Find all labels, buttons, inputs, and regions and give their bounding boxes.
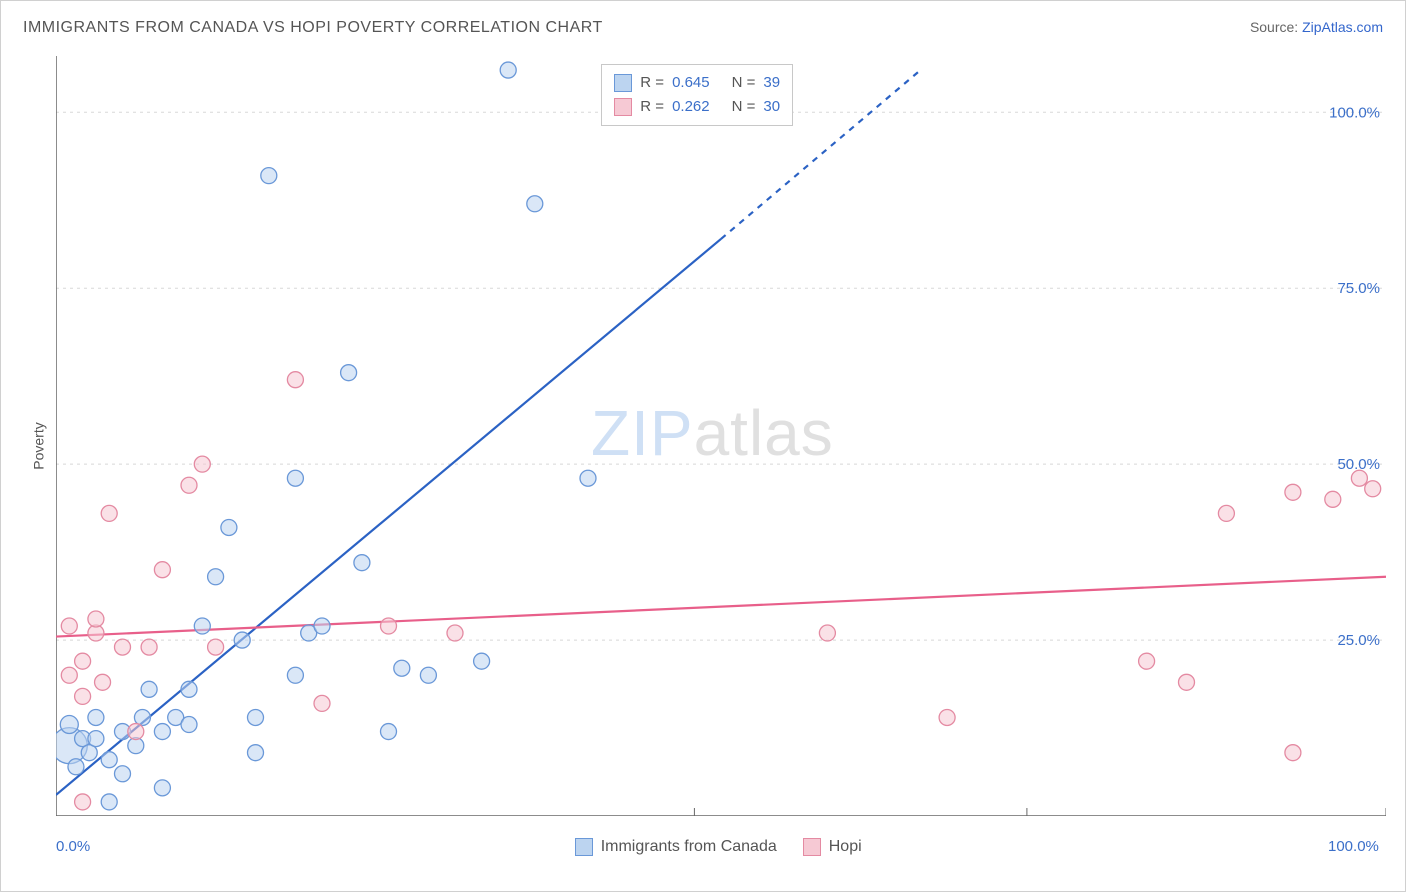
data-point xyxy=(580,470,596,486)
scatter-plot: 25.0%50.0%75.0%100.0% xyxy=(56,56,1386,816)
data-point xyxy=(154,724,170,740)
data-point xyxy=(101,752,117,768)
legend-label: Hopi xyxy=(829,838,862,856)
data-point xyxy=(101,794,117,810)
data-point xyxy=(314,695,330,711)
data-point xyxy=(287,667,303,683)
data-point xyxy=(75,653,91,669)
data-point xyxy=(154,780,170,796)
data-point xyxy=(234,632,250,648)
data-point xyxy=(208,569,224,585)
data-point xyxy=(194,456,210,472)
legend-swatch xyxy=(614,74,632,92)
svg-text:100.0%: 100.0% xyxy=(1329,104,1380,121)
chart-title: IMMIGRANTS FROM CANADA VS HOPI POVERTY C… xyxy=(23,19,603,37)
legend-row: R =0.262N =30 xyxy=(614,95,780,119)
svg-text:75.0%: 75.0% xyxy=(1337,280,1380,297)
data-point xyxy=(75,794,91,810)
data-point xyxy=(181,717,197,733)
data-point xyxy=(75,688,91,704)
legend-item: Immigrants from Canada xyxy=(575,838,777,856)
data-point xyxy=(394,660,410,676)
data-point xyxy=(88,731,104,747)
data-point xyxy=(68,759,84,775)
data-point xyxy=(101,505,117,521)
legend-row: R =0.645N =39 xyxy=(614,71,780,95)
data-point xyxy=(819,625,835,641)
data-point xyxy=(194,618,210,634)
data-point xyxy=(500,62,516,78)
series-legend: Immigrants from Canada Hopi xyxy=(575,838,862,856)
data-point xyxy=(1285,484,1301,500)
data-point xyxy=(354,555,370,571)
chart-container: IMMIGRANTS FROM CANADA VS HOPI POVERTY C… xyxy=(0,0,1406,892)
x-axis-min-label: 0.0% xyxy=(56,838,90,855)
data-point xyxy=(420,667,436,683)
data-point xyxy=(248,709,264,725)
data-point xyxy=(1285,745,1301,761)
data-point xyxy=(261,168,277,184)
source-label: Source: ZipAtlas.com xyxy=(1250,19,1383,35)
data-point xyxy=(154,562,170,578)
y-axis-label: Poverty xyxy=(31,422,47,469)
correlation-legend: R =0.645N =39R =0.262N =30 xyxy=(601,64,793,126)
data-point xyxy=(527,196,543,212)
data-point xyxy=(141,681,157,697)
data-point xyxy=(314,618,330,634)
data-point xyxy=(1218,505,1234,521)
data-point xyxy=(1365,481,1381,497)
legend-label: Immigrants from Canada xyxy=(601,838,777,856)
data-point xyxy=(1325,491,1341,507)
data-point xyxy=(447,625,463,641)
source-link[interactable]: ZipAtlas.com xyxy=(1302,19,1383,35)
data-point xyxy=(181,681,197,697)
data-point xyxy=(939,709,955,725)
legend-item: Hopi xyxy=(803,838,862,856)
legend-swatch xyxy=(803,838,821,856)
data-point xyxy=(128,724,144,740)
data-point xyxy=(474,653,490,669)
data-point xyxy=(88,611,104,627)
data-point xyxy=(287,470,303,486)
data-point xyxy=(1139,653,1155,669)
svg-text:25.0%: 25.0% xyxy=(1337,632,1380,649)
legend-swatch xyxy=(614,98,632,116)
data-point xyxy=(1351,470,1367,486)
data-point xyxy=(1179,674,1195,690)
data-point xyxy=(221,519,237,535)
data-point xyxy=(115,639,131,655)
data-point xyxy=(61,667,77,683)
data-point xyxy=(60,716,78,734)
data-point xyxy=(381,724,397,740)
x-axis-max-label: 100.0% xyxy=(1328,838,1362,855)
legend-swatch xyxy=(575,838,593,856)
data-point xyxy=(115,766,131,782)
data-point xyxy=(88,709,104,725)
data-point xyxy=(381,618,397,634)
data-point xyxy=(208,639,224,655)
data-point xyxy=(61,618,77,634)
data-point xyxy=(181,477,197,493)
data-point xyxy=(95,674,111,690)
data-point xyxy=(287,372,303,388)
data-point xyxy=(141,639,157,655)
data-point xyxy=(341,365,357,381)
data-point xyxy=(248,745,264,761)
